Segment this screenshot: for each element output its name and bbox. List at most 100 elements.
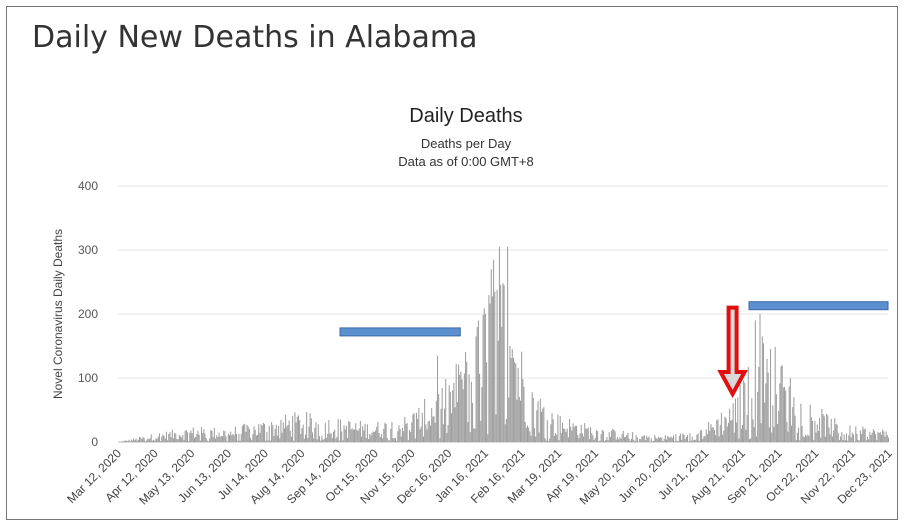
bar <box>426 429 428 442</box>
bar <box>629 440 631 442</box>
bar <box>294 412 296 442</box>
bar <box>219 436 221 442</box>
bar <box>318 436 321 442</box>
bar <box>579 433 581 442</box>
bar <box>734 398 736 442</box>
bar <box>546 420 548 442</box>
bar <box>165 431 167 442</box>
bar <box>745 429 747 442</box>
bar <box>493 259 495 442</box>
bar <box>382 438 384 442</box>
bar <box>565 431 567 442</box>
bar <box>304 434 306 442</box>
bar <box>250 437 252 442</box>
bar <box>605 440 607 442</box>
bar <box>835 424 837 442</box>
bar <box>384 422 386 442</box>
bar <box>845 433 847 442</box>
bar <box>806 435 808 442</box>
bar <box>190 430 192 442</box>
bar <box>684 439 686 442</box>
bar <box>154 440 156 442</box>
bar <box>265 440 267 442</box>
bar <box>269 440 271 442</box>
bar <box>365 437 367 442</box>
bar <box>156 438 158 442</box>
bar <box>599 440 601 442</box>
bar <box>663 438 665 442</box>
bar <box>795 440 797 442</box>
bar <box>633 439 635 442</box>
bar <box>777 423 779 442</box>
bar <box>685 436 687 442</box>
bar <box>833 430 835 442</box>
bar <box>370 435 372 442</box>
bar <box>871 432 873 442</box>
y-tick-label: 200 <box>78 307 98 321</box>
bar <box>389 440 391 442</box>
bar <box>408 430 410 442</box>
bar <box>495 414 497 442</box>
bar <box>883 431 885 442</box>
bar <box>134 439 136 442</box>
bar <box>563 428 565 442</box>
bar <box>803 437 805 442</box>
bar <box>376 426 378 442</box>
bar <box>635 435 637 442</box>
bar <box>566 428 568 442</box>
bar <box>709 430 711 442</box>
bar <box>197 430 199 442</box>
bar <box>178 434 180 442</box>
bar <box>737 397 739 442</box>
bar <box>794 415 796 442</box>
bar <box>358 428 360 442</box>
annotation-bar <box>339 327 461 337</box>
bar <box>524 421 526 442</box>
bar <box>394 437 396 442</box>
bars <box>120 246 890 442</box>
bar <box>467 422 469 442</box>
bar <box>677 440 679 442</box>
bar <box>512 357 514 442</box>
bar <box>146 440 148 442</box>
bar <box>310 418 312 442</box>
bar <box>727 422 729 442</box>
bar <box>212 437 214 442</box>
bar <box>779 383 781 442</box>
bar <box>550 424 552 442</box>
bar <box>866 436 869 442</box>
annotations <box>339 301 889 399</box>
bar <box>863 429 865 442</box>
bar <box>264 423 266 442</box>
bar <box>798 427 800 442</box>
bar <box>639 438 641 442</box>
bar <box>243 424 245 442</box>
bar <box>593 440 595 442</box>
bar <box>774 346 776 442</box>
bar <box>581 433 583 442</box>
bar <box>501 326 503 442</box>
bar <box>480 420 482 442</box>
bar <box>782 387 784 442</box>
bar <box>873 431 876 442</box>
bar <box>373 432 375 442</box>
bar <box>747 366 749 442</box>
bar <box>723 430 725 442</box>
bar <box>786 421 788 442</box>
bar <box>252 434 254 442</box>
bar <box>386 437 388 442</box>
bar <box>759 314 761 442</box>
bar <box>286 426 288 442</box>
bar <box>340 419 342 442</box>
bar <box>198 434 200 442</box>
bar <box>193 438 195 442</box>
bar <box>569 418 571 442</box>
bar <box>788 386 790 442</box>
bar <box>699 430 701 442</box>
bar <box>810 417 812 442</box>
bar <box>313 438 315 442</box>
bar <box>768 427 770 442</box>
bar <box>514 361 516 442</box>
bar <box>387 440 389 442</box>
bar <box>322 439 324 442</box>
